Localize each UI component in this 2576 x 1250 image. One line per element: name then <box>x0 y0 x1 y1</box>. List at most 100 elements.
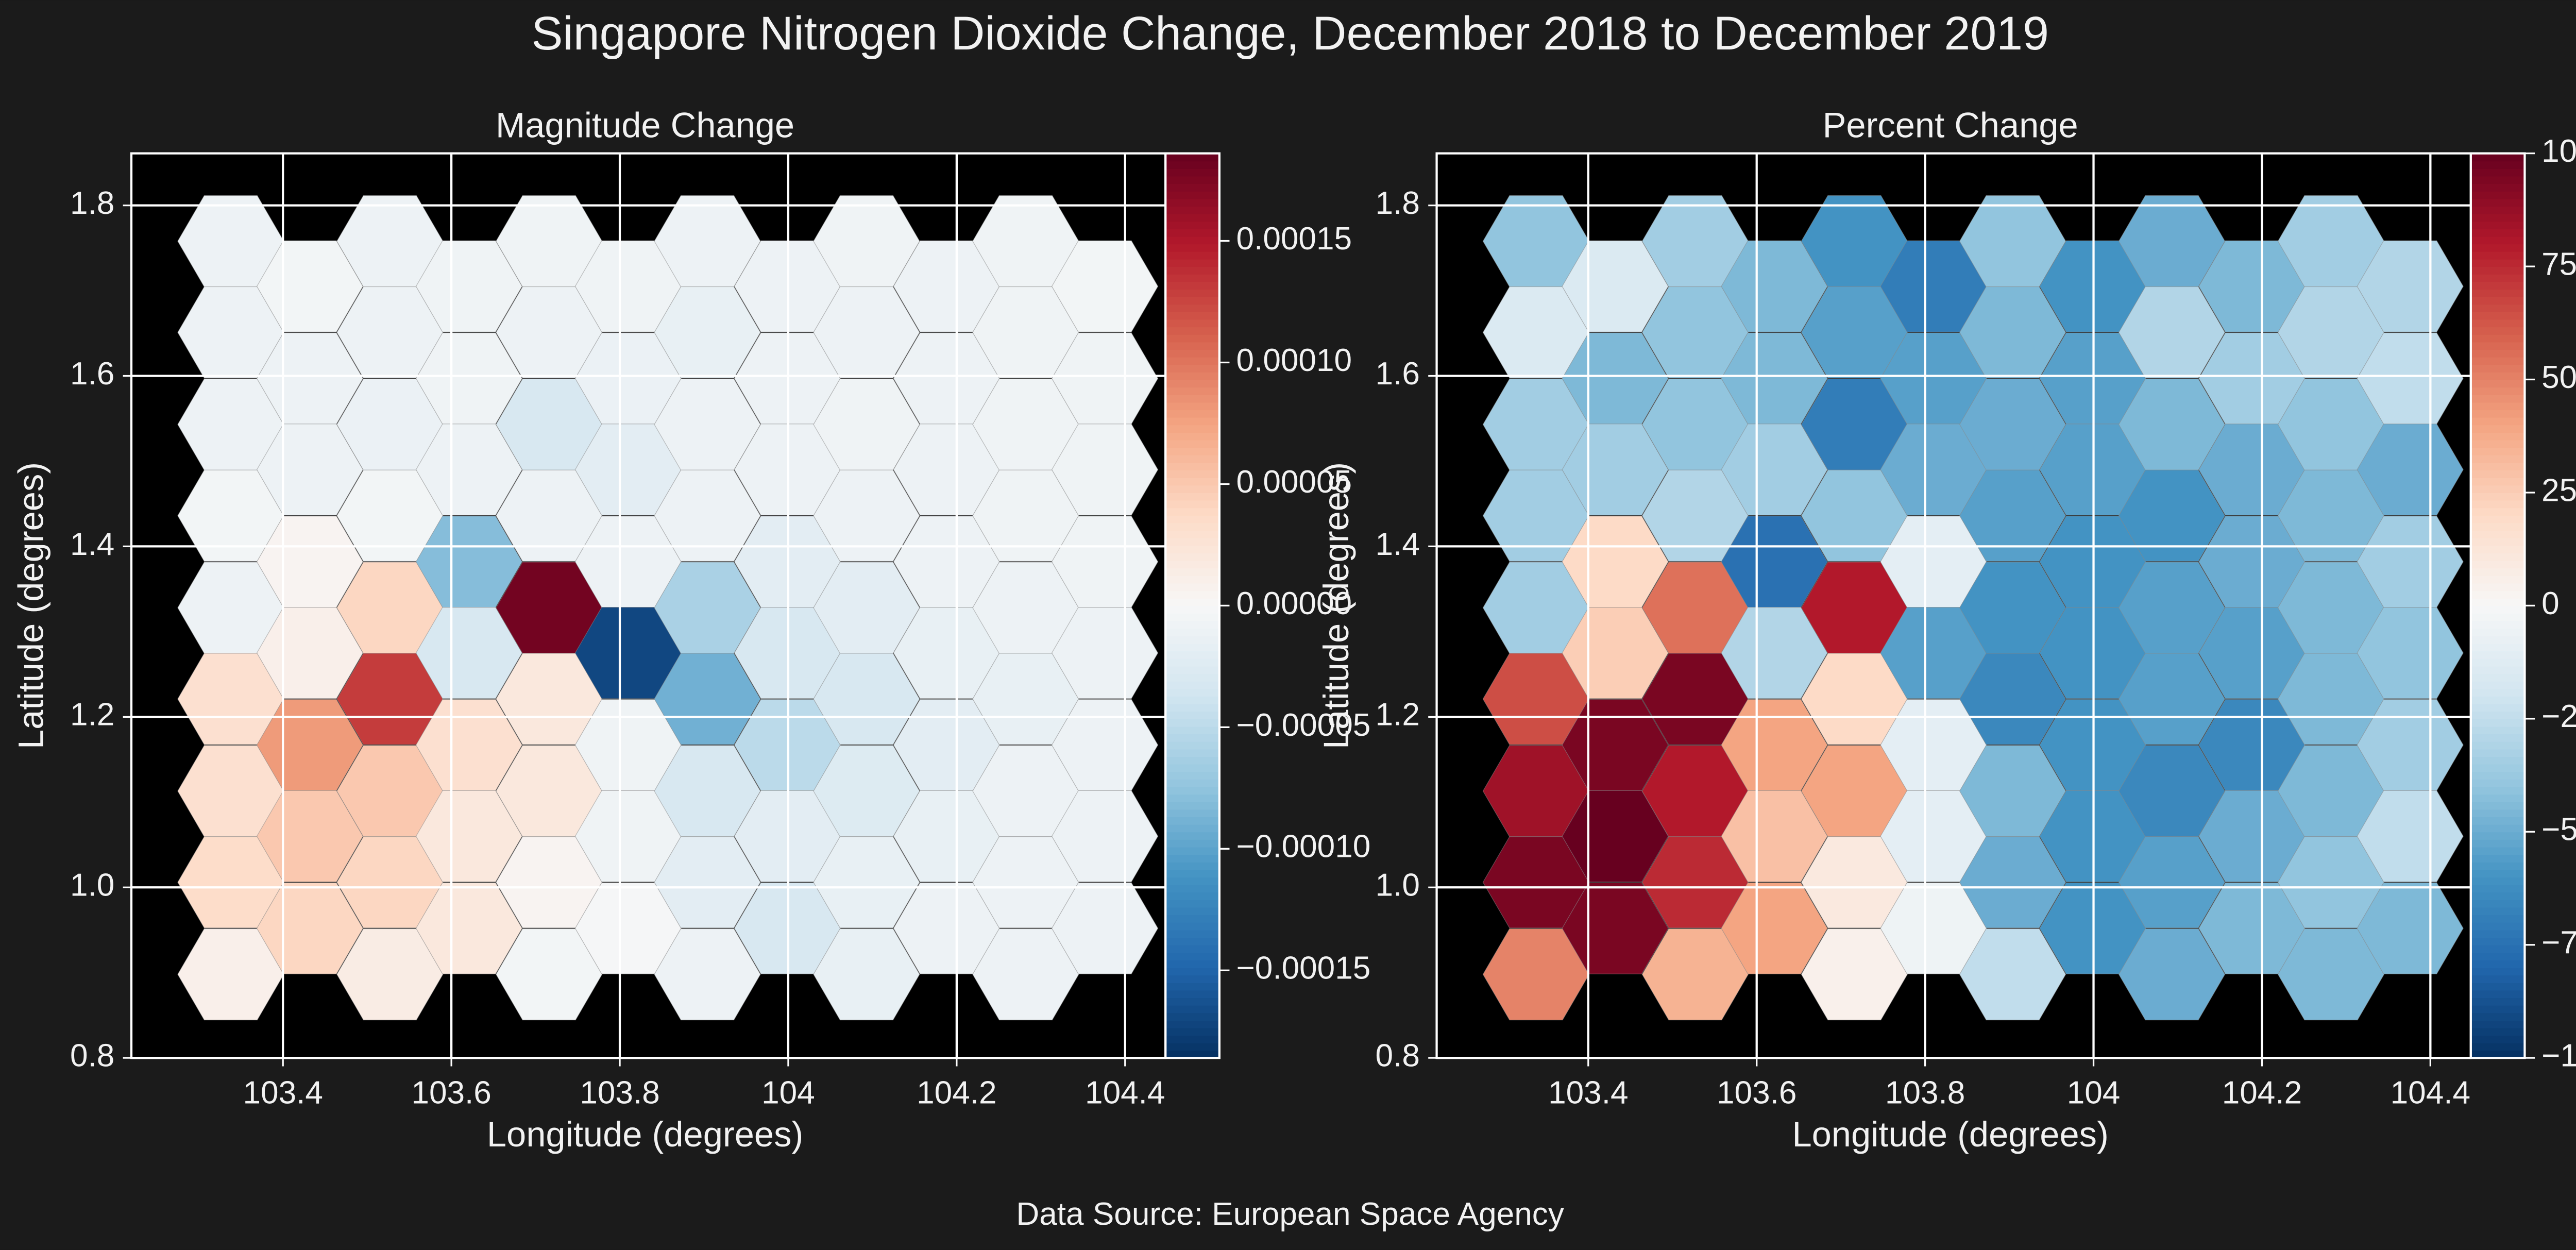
hex-cell <box>654 928 761 1021</box>
colorbar-swatch <box>2470 1035 2525 1043</box>
x-tick-label: 104.2 <box>2222 1075 2302 1110</box>
x-tick-label: 104.4 <box>2391 1075 2470 1110</box>
colorbar-swatch <box>2470 673 2525 682</box>
colorbar-swatch <box>1165 869 1219 878</box>
hex-cell <box>496 286 603 379</box>
colorbar-swatch <box>1165 462 1219 471</box>
hex-layer <box>177 195 1159 1021</box>
colorbar-swatch <box>2470 266 2525 275</box>
colorbar-swatch <box>2470 560 2525 569</box>
colorbar-swatch <box>2470 959 2525 968</box>
colorbar-swatch <box>1165 1035 1219 1043</box>
hex-cell <box>1959 286 2066 379</box>
hex-cell <box>654 286 761 379</box>
hex-cell <box>2357 424 2464 516</box>
colorbar-swatch <box>2470 386 2525 395</box>
colorbar-swatch <box>1165 793 1219 802</box>
colorbar-swatch <box>1165 628 1219 636</box>
colorbar-swatch <box>2470 786 2525 795</box>
colorbar-swatch <box>2470 838 2525 848</box>
colorbar-swatch <box>2470 778 2525 787</box>
colorbar-swatch <box>2470 703 2525 712</box>
colorbar-swatch <box>1165 1012 1219 1021</box>
colorbar-swatch <box>2470 695 2525 704</box>
colorbar-swatch <box>1165 718 1219 727</box>
hex-cell <box>496 469 603 562</box>
colorbar-swatch <box>1165 786 1219 795</box>
colorbar-swatch <box>2470 944 2525 953</box>
colorbar-swatch <box>2470 552 2525 561</box>
hex-cell <box>654 469 761 562</box>
hex-cell <box>1051 424 1159 516</box>
colorbar-swatch <box>1165 213 1219 222</box>
source-note: Data Source: European Space Agency <box>1016 1196 1564 1232</box>
colorbar-tick-label: 100 <box>2541 133 2576 169</box>
colorbar-swatch <box>1165 266 1219 275</box>
x-tick-label: 103.4 <box>1548 1075 1628 1110</box>
colorbar-swatch <box>2470 416 2525 426</box>
hex-cell <box>1959 928 2066 1021</box>
colorbar-swatch <box>1165 311 1219 320</box>
hex-cell <box>1959 836 2066 928</box>
colorbar-swatch <box>1165 160 1219 169</box>
colorbar-swatch <box>2470 771 2525 780</box>
colorbar-swatch <box>2470 605 2525 614</box>
colorbar-swatch <box>1165 899 1219 908</box>
colorbar-swatch <box>2470 484 2525 493</box>
colorbar-swatch <box>2470 333 2525 343</box>
y-tick-label: 1.2 <box>70 697 114 733</box>
x-tick-label: 104 <box>761 1075 815 1110</box>
colorbar-swatch <box>2470 816 2525 825</box>
colorbar-swatch <box>2470 356 2525 365</box>
colorbar-swatch <box>2470 597 2525 606</box>
colorbar-tick-label: 0 <box>2541 586 2560 621</box>
hex-cell <box>1641 928 1749 1021</box>
colorbar-swatch <box>2470 793 2525 802</box>
colorbar-swatch <box>1165 929 1219 938</box>
colorbar-swatch <box>1165 657 1219 667</box>
colorbar-swatch <box>1165 650 1219 659</box>
colorbar-swatch <box>2470 175 2525 184</box>
colorbar-swatch <box>2470 891 2525 900</box>
colorbar-swatch <box>2470 250 2525 260</box>
colorbar-swatch <box>1165 333 1219 343</box>
colorbar-swatch <box>1165 643 1219 652</box>
colorbar-swatch <box>1165 680 1219 689</box>
hex-cell <box>2277 928 2385 1021</box>
colorbar-swatch <box>1165 522 1219 531</box>
y-tick-label: 1.8 <box>70 185 114 221</box>
hex-cell <box>1801 928 1908 1021</box>
hex-cell <box>1959 469 2066 562</box>
colorbar-swatch <box>2470 967 2525 976</box>
colorbar-swatch <box>2470 454 2525 463</box>
colorbar-swatch <box>2470 364 2525 373</box>
colorbar-swatch <box>2470 733 2525 742</box>
hex-cell <box>1641 653 1749 745</box>
colorbar-swatch <box>2470 281 2525 290</box>
colorbar-tick-label: 75 <box>2541 246 2576 282</box>
colorbar-swatch <box>1165 590 1219 599</box>
colorbar-swatch <box>2470 190 2525 199</box>
colorbar-swatch <box>1165 575 1219 584</box>
x-tick-label: 104 <box>2067 1075 2121 1110</box>
hex-cell <box>1051 240 1159 333</box>
colorbar-swatch <box>1165 379 1219 388</box>
colorbar-swatch <box>1165 771 1219 780</box>
colorbar-swatch <box>2470 303 2525 312</box>
colorbar-swatch <box>1165 469 1219 478</box>
hex-cell <box>654 836 761 928</box>
colorbar-swatch <box>1165 228 1219 237</box>
colorbar-swatch <box>2470 311 2525 320</box>
colorbar-tick-label: 25 <box>2541 472 2576 508</box>
colorbar-swatch <box>1165 582 1219 592</box>
y-tick-label: 1.2 <box>1376 697 1420 733</box>
colorbar-tick-label: −0.00010 <box>1236 829 1371 865</box>
colorbar-swatch <box>2470 318 2525 328</box>
colorbar-swatch <box>1165 258 1219 267</box>
colorbar-swatch <box>1165 725 1219 735</box>
subplot-title: Percent Change <box>1823 106 2078 145</box>
hex-cell <box>1880 882 1987 974</box>
hex-cell <box>1641 469 1749 562</box>
x-tick-label: 103.6 <box>1717 1075 1797 1110</box>
colorbar-swatch <box>1165 605 1219 614</box>
